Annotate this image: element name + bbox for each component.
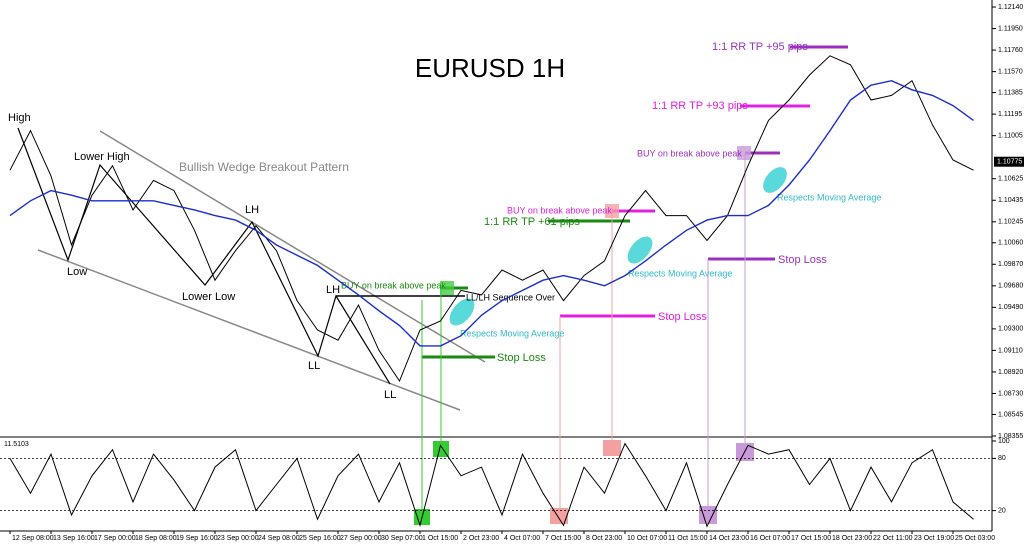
annotation: Low: [67, 266, 87, 278]
y-tick-label: 1.09870: [998, 261, 1023, 268]
last-price-box: [994, 156, 1024, 167]
last-price-label: 1.10775: [997, 159, 1022, 166]
peak-marker: [440, 281, 454, 295]
y-tick-label: 1.11760: [998, 47, 1023, 54]
x-tick-label: 12 Sep 08:00: [12, 535, 54, 542]
annotation: Respects Moving Average: [628, 268, 732, 278]
x-tick-label: 24 Sep 08:00: [258, 535, 300, 542]
annotation: LL: [308, 360, 320, 372]
y-tick-label: 1.09110: [998, 347, 1023, 354]
y-tick-label: 1.10060: [998, 240, 1023, 247]
x-tick-label: 7 Oct 15:00: [545, 535, 581, 542]
annotation: Lower High: [74, 151, 130, 163]
y-tick-label: 1.10245: [998, 219, 1023, 226]
x-tick-label: 1 Oct 15:00: [422, 535, 458, 542]
x-tick-label: 18 Sep 08:00: [135, 535, 177, 542]
x-tick-label: 11 Oct 15:00: [668, 535, 708, 542]
y-tick-label: 1.11570: [998, 68, 1023, 75]
annotation: Respects Moving Average: [777, 192, 881, 202]
y-tick-label: 1.12140: [998, 4, 1023, 11]
x-tick-label: 16 Oct 07:00: [750, 535, 790, 542]
x-tick-label: 14 Oct 23:00: [709, 535, 749, 542]
annotations: High Lower High Low Lower Low LH LH LL L…: [8, 41, 881, 401]
y-tick-label: 1.09300: [998, 326, 1023, 333]
y-tick-label: 1.08355: [998, 433, 1023, 440]
y-tick-label: 1.11005: [998, 132, 1023, 139]
y-tick-label: 1.10435: [998, 197, 1023, 204]
chart-title: EURUSD 1H: [415, 53, 565, 83]
x-tick-label: 17 Oct 15:00: [791, 535, 831, 542]
y-tick-label: 1.11385: [998, 89, 1023, 96]
y-tick-label: 1.08920: [998, 369, 1023, 376]
annotation: LH: [326, 284, 340, 296]
annotation: Stop Loss: [497, 352, 546, 364]
annotation: Stop Loss: [778, 254, 827, 266]
wedge-line: [99, 130, 486, 363]
annotation: BUY on break above peak: [507, 205, 612, 215]
peak-marker: [605, 204, 619, 218]
x-tick-label: 17 Sep 00:00: [94, 535, 136, 542]
y-tick-label: 1.08545: [998, 411, 1023, 418]
annotation: Bullish Wedge Breakout Pattern: [179, 160, 349, 174]
x-tick-label: 10 Oct 07:00: [627, 535, 667, 542]
annotation: High: [8, 112, 31, 124]
x-tick-label: 19 Sep 16:00: [176, 535, 218, 542]
series-line: [9, 442, 974, 528]
annotation: 1:1 RR TP +61 pips: [484, 216, 580, 228]
x-tick-label: 30 Sep 07:00: [381, 535, 423, 542]
y-tick-label: 1.11195: [998, 111, 1022, 118]
x-tick-label: 25 Oct 03:00: [955, 535, 995, 542]
ma-touch: [627, 236, 653, 264]
ma-touch: [449, 298, 475, 326]
x-tick-label: 18 Oct 23:00: [832, 535, 872, 542]
annotation: LL/LH Sequence Over: [466, 292, 555, 302]
y-tick-label: 100: [998, 438, 1010, 445]
x-tick-label: 4 Oct 07:00: [504, 535, 540, 542]
indicator-value: 11.5103: [4, 441, 29, 448]
zigzag: [17, 127, 391, 385]
x-tick-label: 23 Oct 19:00: [914, 535, 954, 542]
signal-marker: [603, 440, 621, 456]
x-tick-label: 8 Oct 23:00: [586, 535, 622, 542]
drawings: [17, 45, 848, 525]
annotation: BUY on break above peak: [341, 280, 446, 290]
annotation: Stop Loss: [658, 311, 707, 323]
annotation: 1:1 RR TP +95 pips: [712, 41, 808, 53]
y-tick-label: 1.11950: [998, 25, 1023, 32]
x-tick-label: 22 Oct 11:00: [873, 535, 913, 542]
annotation: LL: [384, 389, 396, 401]
signal-marker: [433, 441, 449, 457]
series-line: [9, 79, 974, 347]
y-tick-label: 1.10625: [998, 176, 1023, 183]
ma-touch: [763, 167, 787, 193]
x-tick-label: 25 Sep 16:00: [299, 535, 341, 542]
x-tick-label: 13 Sep 16:00: [53, 535, 95, 542]
x-tick-label: 2 Oct 23:00: [463, 535, 499, 542]
y-tick-label: 1.08730: [998, 390, 1023, 397]
x-tick-label: 27 Sep 00:00: [340, 535, 382, 542]
y-tick-label: 1.09680: [998, 283, 1023, 290]
y-tick-label: 1.09490: [998, 304, 1023, 311]
x-tick-label: 23 Sep 00:00: [217, 535, 259, 542]
y-tick-label: 80: [998, 455, 1006, 462]
annotation: LH: [245, 204, 259, 216]
series-line: [9, 55, 974, 383]
peak-marker: [737, 146, 751, 160]
y-tick-label: 20: [998, 507, 1006, 514]
annotation: Lower Low: [182, 291, 235, 303]
annotation: BUY on break above peak: [637, 148, 742, 158]
annotation: Respects Moving Average: [460, 328, 564, 338]
annotation: 1:1 RR TP +93 pips: [652, 100, 748, 112]
